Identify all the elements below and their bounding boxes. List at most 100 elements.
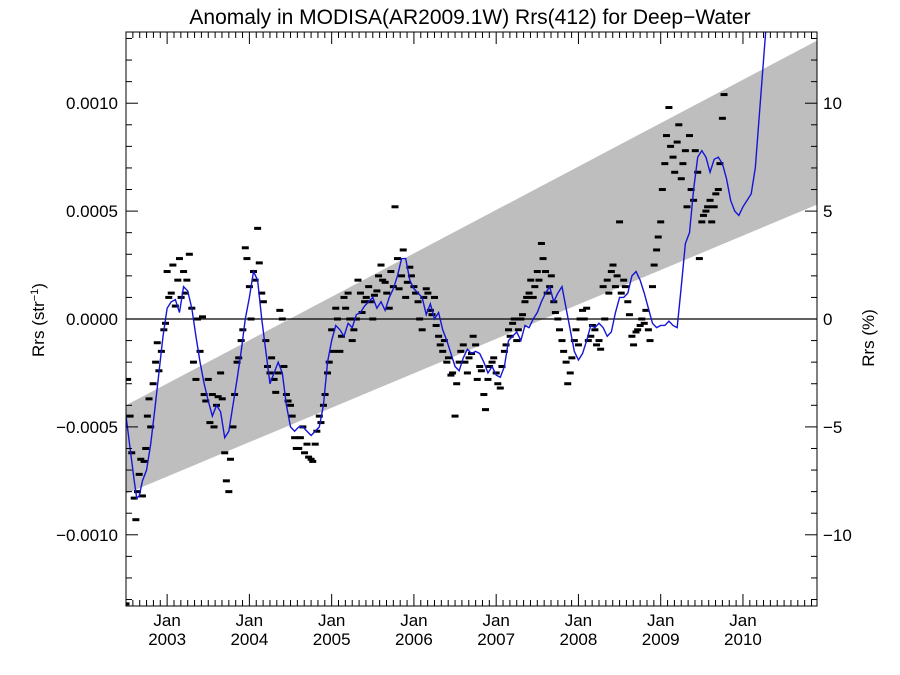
data-point (566, 371, 574, 375)
data-point (509, 321, 517, 325)
data-point (564, 382, 572, 386)
data-point (681, 149, 689, 153)
data-point (653, 248, 661, 252)
data-point (432, 323, 440, 327)
data-point (251, 278, 259, 282)
data-point (616, 220, 624, 224)
data-point (229, 425, 237, 429)
data-point (398, 274, 406, 278)
data-point (126, 602, 130, 606)
data-point (340, 295, 348, 299)
data-point (258, 291, 266, 295)
x-tick-year: 2010 (724, 630, 762, 649)
y-axis-right-label: Rrs (%) (859, 309, 878, 367)
data-point (603, 278, 611, 282)
data-point (313, 429, 321, 433)
data-point (356, 291, 364, 295)
data-point (183, 278, 191, 282)
data-point (621, 285, 629, 289)
data-point (505, 328, 513, 332)
data-point (328, 328, 336, 332)
data-point (646, 339, 654, 343)
data-point (174, 278, 182, 282)
data-point (444, 356, 452, 360)
data-point (513, 339, 521, 343)
data-point (167, 291, 175, 295)
data-point (486, 364, 494, 368)
data-point (381, 280, 389, 284)
data-point (221, 451, 229, 455)
x-tick-month: Jan (236, 611, 263, 630)
data-point (718, 116, 726, 120)
data-point (695, 257, 703, 261)
data-point (266, 371, 274, 375)
y-axis-left: −0.0010 −0.0005 0.0000 0.0005 0.0010 (56, 37, 138, 601)
data-point (135, 472, 143, 476)
data-point (402, 295, 410, 299)
data-point (315, 414, 323, 418)
x-tick-month: Jan (729, 611, 756, 630)
data-point (632, 330, 640, 334)
data-point (435, 334, 443, 338)
data-point (307, 457, 315, 461)
data-point (708, 220, 716, 224)
data-point (611, 285, 619, 289)
data-point (459, 343, 467, 347)
data-point (237, 339, 245, 343)
data-point (262, 339, 270, 343)
data-point (521, 300, 529, 304)
data-point (145, 397, 153, 401)
data-point (358, 311, 366, 315)
data-point (601, 317, 609, 321)
data-point (638, 317, 646, 321)
data-point (691, 149, 699, 153)
data-point (403, 280, 411, 284)
data-point (426, 308, 434, 312)
data-point (259, 300, 267, 304)
x-tick-year: 2003 (148, 630, 186, 649)
data-point (477, 369, 485, 373)
y-axis-left-label-sup: −1 (29, 289, 41, 302)
data-point (204, 377, 212, 381)
data-point (443, 360, 451, 364)
data-point (126, 414, 134, 418)
data-point (430, 295, 438, 299)
x-tick-month: Jan (153, 611, 180, 630)
data-point (202, 399, 210, 403)
data-point (662, 134, 670, 138)
y-tick-label: −0.0005 (56, 418, 118, 437)
data-point (654, 235, 662, 239)
data-point (239, 328, 247, 332)
data-point (584, 339, 592, 343)
data-point (218, 397, 226, 401)
data-point (494, 382, 502, 386)
data-point (235, 356, 243, 360)
data-point (169, 263, 177, 267)
data-point (243, 257, 251, 261)
x-tick-year: 2006 (395, 630, 433, 649)
data-point (673, 140, 681, 144)
data-point (514, 328, 522, 332)
data-point (679, 162, 687, 166)
x-tick-year: 2007 (477, 630, 515, 649)
data-point (657, 220, 665, 224)
data-point (165, 295, 173, 299)
data-point (295, 446, 303, 450)
data-point (484, 377, 492, 381)
data-point (523, 295, 531, 299)
data-point (194, 317, 202, 321)
data-point (369, 317, 377, 321)
x-tick-month: Jan (400, 611, 427, 630)
data-point (126, 377, 132, 381)
data-point (588, 323, 596, 327)
data-point (406, 265, 414, 269)
data-point (554, 317, 562, 321)
data-point (274, 371, 282, 375)
data-point (200, 393, 208, 397)
y-tick-label: 0.0000 (66, 310, 118, 329)
data-point (597, 347, 605, 351)
data-point (280, 364, 288, 368)
data-point (453, 382, 461, 386)
data-point (685, 134, 693, 138)
